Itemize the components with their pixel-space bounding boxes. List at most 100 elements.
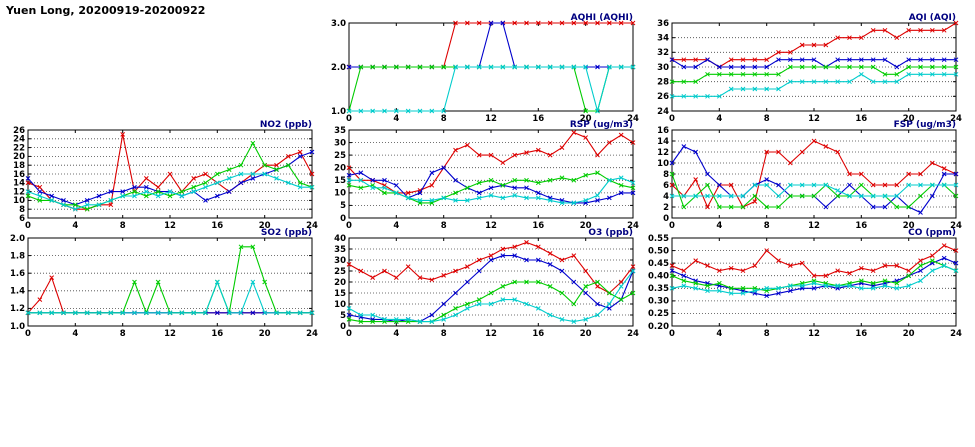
svg-text:4: 4 [393,114,399,124]
svg-text:14: 14 [13,179,25,189]
svg-text:35: 35 [334,126,346,136]
page-title: Yuen Long, 20200919-20200922 [6,4,206,17]
svg-text:24: 24 [950,221,962,231]
svg-text:8: 8 [663,170,669,180]
svg-text:8: 8 [764,221,770,231]
svg-text:1.4: 1.4 [10,287,25,297]
svg-text:12: 12 [808,221,820,231]
svg-text:8: 8 [764,114,770,124]
svg-text:2: 2 [663,203,669,213]
svg-text:0: 0 [663,214,669,224]
svg-text:10: 10 [334,189,346,199]
svg-text:34: 34 [657,34,669,44]
svg-text:0.30: 0.30 [648,297,669,307]
svg-text:12: 12 [808,329,820,339]
svg-text:0.40: 0.40 [648,272,669,282]
svg-text:4: 4 [663,192,669,202]
svg-text:12: 12 [13,187,25,197]
svg-text:0: 0 [346,114,352,124]
svg-text:20: 20 [580,114,592,124]
svg-text:20: 20 [580,329,592,339]
svg-text:10: 10 [657,159,669,169]
svg-text:1.0: 1.0 [331,107,346,117]
svg-text:10: 10 [334,300,346,310]
svg-text:26: 26 [657,92,669,102]
svg-text:0: 0 [669,329,675,339]
chart-so2: 1.0 1.2 1.4 1.6 1.8 2.0 0 4 8 12 16 20 24 SO2 (ppb) [0,226,318,340]
svg-text:15: 15 [334,176,346,186]
svg-text:AQHI (AQHI): AQHI (AQHI) [571,13,633,23]
svg-text:0.50: 0.50 [648,246,669,256]
svg-text:24: 24 [657,107,669,117]
svg-text:36: 36 [657,19,669,29]
svg-text:40: 40 [334,234,346,244]
svg-text:25: 25 [334,267,346,277]
svg-text:0.25: 0.25 [648,309,669,319]
svg-text:4: 4 [72,329,78,339]
svg-text:4: 4 [716,114,722,124]
svg-text:5: 5 [340,311,346,321]
svg-text:0: 0 [669,114,675,124]
svg-text:FSP (ug/m3): FSP (ug/m3) [894,120,956,130]
svg-text:30: 30 [334,256,346,266]
svg-text:3.0: 3.0 [331,19,346,29]
svg-text:8: 8 [120,329,126,339]
svg-text:18: 18 [13,161,25,171]
svg-text:20: 20 [334,278,346,288]
so2-plot: 1.0 1.2 1.4 1.6 1.8 2.0 0 4 8 12 16 20 24 SO2 (ppb) [10,228,318,339]
aqhi-plot: 1.0 2.0 3.0 0 4 8 12 16 20 24 AQHI (AQHI) [331,13,639,124]
chart-aqi: 24 26 28 30 32 34 36 0 4 8 12 16 20 24 AQI (AQI) [644,11,962,125]
svg-text:4: 4 [716,329,722,339]
svg-text:2.0: 2.0 [10,234,25,244]
svg-text:20: 20 [903,221,915,231]
aqi-plot: 24 26 28 30 32 34 36 0 4 8 12 16 20 24 AQI (AQI) [657,13,962,124]
svg-text:20: 20 [903,114,915,124]
svg-text:6: 6 [663,181,669,191]
svg-text:4: 4 [716,221,722,231]
svg-text:SO2 (ppb): SO2 (ppb) [261,228,312,238]
svg-text:20: 20 [259,221,271,231]
svg-text:16: 16 [855,329,867,339]
svg-text:8: 8 [19,205,25,215]
svg-text:14: 14 [657,137,669,147]
svg-text:24: 24 [627,114,639,124]
svg-text:0.45: 0.45 [648,259,669,269]
svg-text:0: 0 [25,329,31,339]
svg-text:4: 4 [393,221,399,231]
svg-text:4: 4 [393,329,399,339]
svg-text:8: 8 [441,114,447,124]
svg-text:1.0: 1.0 [10,322,25,332]
svg-text:5: 5 [340,201,346,211]
svg-text:0: 0 [25,221,31,231]
svg-text:0: 0 [346,329,352,339]
svg-text:12: 12 [485,329,497,339]
svg-text:12: 12 [485,221,497,231]
svg-text:0: 0 [669,221,675,231]
svg-text:16: 16 [855,221,867,231]
svg-text:32: 32 [657,48,669,58]
svg-text:16: 16 [532,114,544,124]
svg-text:24: 24 [627,221,639,231]
chart-o3: 0 5 10 15 20 25 30 35 40 0 4 8 12 16 20 24 O3 (ppb) [321,226,639,340]
svg-text:35: 35 [334,245,346,255]
svg-text:16: 16 [855,114,867,124]
svg-text:6: 6 [19,214,25,224]
svg-text:24: 24 [306,221,318,231]
svg-text:30: 30 [334,138,346,148]
svg-text:24: 24 [950,329,962,339]
svg-text:16: 16 [211,329,223,339]
svg-text:24: 24 [950,114,962,124]
svg-text:20: 20 [13,152,25,162]
svg-text:2.0: 2.0 [331,63,346,73]
svg-text:20: 20 [903,329,915,339]
svg-text:8: 8 [120,221,126,231]
svg-text:12: 12 [657,148,669,158]
svg-text:12: 12 [164,221,176,231]
svg-text:0.35: 0.35 [648,284,669,294]
svg-text:RSP (ug/m3): RSP (ug/m3) [570,120,633,130]
svg-text:0.55: 0.55 [648,234,669,244]
svg-text:20: 20 [259,329,271,339]
